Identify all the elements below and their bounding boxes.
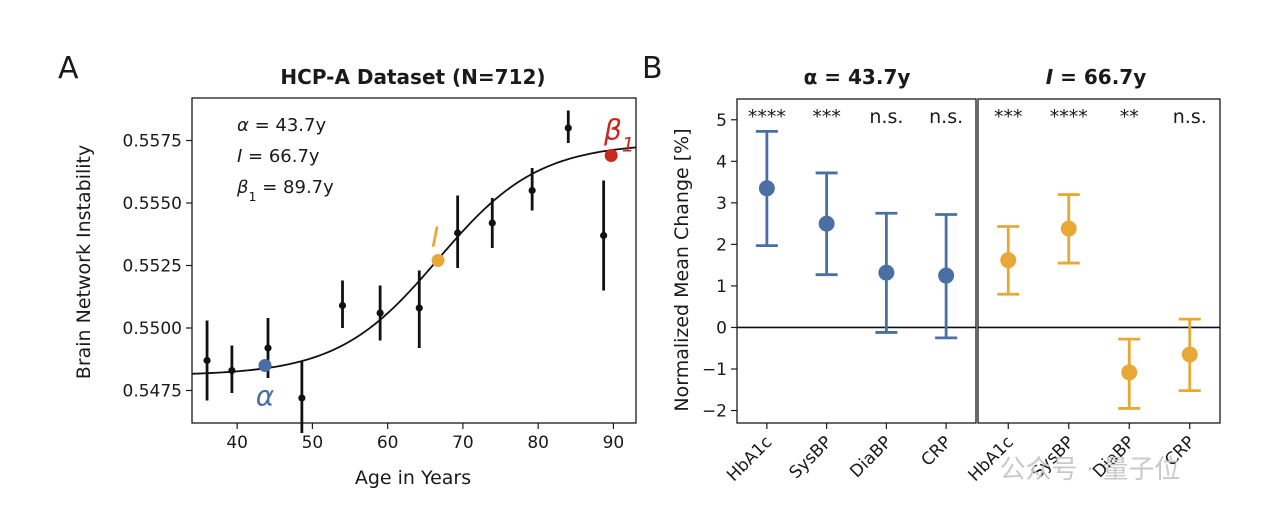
data-point bbox=[600, 231, 608, 240]
inflection-panel-significance-label: n.s. bbox=[1173, 106, 1207, 128]
panel-b: B α = 43.7y I = 66.7y Normalized Mean Ch… bbox=[642, 51, 1221, 486]
panel-b-right-title: I = 66.7y bbox=[1046, 65, 1147, 89]
parameter-annotation: β1 = 89.7y bbox=[236, 177, 334, 204]
inflection-panel-significance-label: ** bbox=[1120, 106, 1139, 128]
panel-b-y-axis-label: Normalized Mean Change [%] bbox=[671, 128, 693, 411]
y-tick-label: 4 bbox=[716, 152, 727, 172]
panel-a-x-axis-label: Age in Years bbox=[355, 467, 471, 489]
alpha-panel-significance-label: **** bbox=[748, 106, 786, 128]
data-point bbox=[338, 301, 347, 310]
alpha-panel-category-label: HbA1c bbox=[723, 432, 776, 485]
alpha-panel-mean-point bbox=[878, 264, 895, 281]
y-tick-label: 2 bbox=[716, 235, 727, 255]
inflection-panel-significance-label: **** bbox=[1050, 106, 1088, 128]
panel-a: A HCP-A Dataset (N=712) 40 50 60 70 80 90 0.54… bbox=[58, 51, 637, 489]
alpha-panel-mean-point bbox=[758, 180, 775, 197]
panel-b-left-plot-area: 5 4 3 2 1 0 −1 −2 **** HbA1c *** SysBP n.s. DiaBP n.s.… bbox=[702, 98, 977, 486]
data-point bbox=[203, 356, 211, 365]
data-point bbox=[564, 124, 572, 132]
x-tick-label: 50 bbox=[302, 433, 324, 453]
alpha-panel-significance-label: n.s. bbox=[929, 106, 963, 128]
alpha-marker bbox=[258, 359, 272, 372]
inflection-panel-significance-label: *** bbox=[994, 106, 1023, 128]
panel-a-frame bbox=[191, 97, 637, 424]
parameter-annotation: I = 66.7y bbox=[237, 146, 320, 167]
data-point bbox=[454, 229, 462, 237]
y-tick-label: 0.5575 bbox=[123, 132, 182, 152]
inflection-panel-mean-point bbox=[1060, 220, 1077, 237]
y-tick-label: 1 bbox=[716, 277, 727, 297]
data-point bbox=[528, 186, 536, 195]
inflection-marker bbox=[431, 254, 445, 267]
y-tick-label: 5 bbox=[716, 111, 727, 131]
alpha-panel-frame bbox=[736, 98, 977, 424]
x-tick-label: 70 bbox=[452, 433, 474, 453]
inflection-panel-mean-point bbox=[1121, 364, 1138, 381]
y-tick-label: 0 bbox=[716, 318, 727, 338]
panel-b-letter: B bbox=[642, 51, 663, 86]
watermark-text: 公众号 · 量子位 bbox=[1000, 455, 1181, 485]
inflection-panel-frame bbox=[977, 98, 1221, 424]
y-tick-label: 0.5475 bbox=[123, 382, 182, 402]
data-point bbox=[298, 394, 306, 402]
y-tick-label: 3 bbox=[716, 194, 727, 214]
parameter-annotation: α = 43.7y bbox=[237, 115, 326, 136]
alpha-panel-mean-point bbox=[818, 215, 835, 232]
data-point bbox=[376, 309, 384, 317]
alpha-panel-significance-label: n.s. bbox=[869, 106, 903, 128]
panel-a-plot-area: 40 50 60 70 80 90 0.5475 0.5500 0.5525 0.5550 0.55… bbox=[123, 97, 637, 453]
data-point bbox=[488, 219, 496, 227]
inflection-marker-label: I bbox=[431, 221, 439, 254]
inflection-panel-mean-point bbox=[1181, 346, 1198, 363]
panel-a-letter: A bbox=[58, 51, 79, 86]
alpha-panel-category-label: CRP bbox=[918, 432, 956, 470]
data-point bbox=[228, 366, 236, 375]
x-tick-label: 60 bbox=[377, 433, 399, 453]
panel-a-parameter-annotations: α = 43.7y I = 66.7y β1 = 89.7y bbox=[236, 115, 334, 204]
x-tick-label: 90 bbox=[603, 433, 625, 453]
beta1-marker bbox=[604, 149, 618, 162]
inflection-panel-mean-point bbox=[1000, 252, 1017, 269]
panel-a-title: HCP-A Dataset (N=712) bbox=[280, 65, 545, 89]
panel-a-y-axis-label: Brain Network Instability bbox=[73, 145, 95, 379]
alpha-panel-significance-label: *** bbox=[812, 106, 841, 128]
panel-b-left-title: α = 43.7y bbox=[804, 65, 911, 89]
alpha-marker-label: α bbox=[256, 380, 275, 413]
data-point bbox=[264, 344, 272, 352]
x-tick-label: 40 bbox=[226, 433, 248, 453]
alpha-panel-category-label: SysBP bbox=[786, 432, 837, 483]
y-tick-label: −2 bbox=[702, 402, 727, 422]
y-tick-label: 0.5525 bbox=[123, 257, 182, 277]
y-tick-label: 0.5500 bbox=[123, 319, 182, 339]
alpha-panel-category-label: DiaBP bbox=[846, 432, 896, 482]
y-tick-label: 0.5550 bbox=[123, 194, 182, 214]
data-point bbox=[415, 304, 423, 312]
y-tick-label: −1 bbox=[702, 360, 727, 380]
x-tick-label: 80 bbox=[527, 433, 549, 453]
alpha-panel-mean-point bbox=[938, 267, 955, 284]
